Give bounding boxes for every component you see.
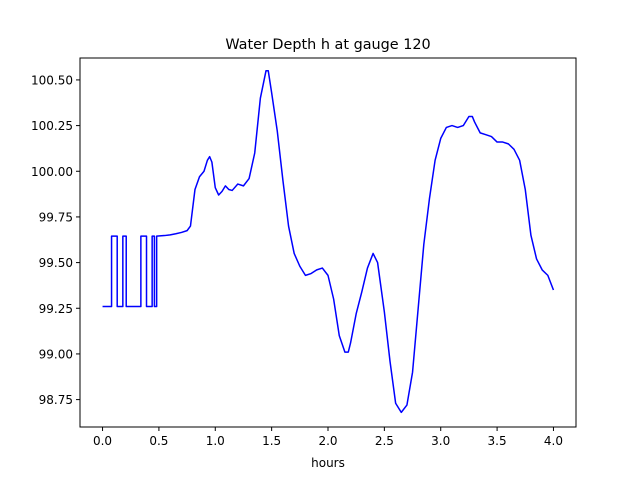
x-tick-label: 2.5 [375,434,394,448]
x-tick-label: 1.5 [262,434,281,448]
x-tick-label: 1.0 [206,434,225,448]
y-tick-label: 100.25 [31,119,73,133]
x-tick-label: 0.0 [93,434,112,448]
y-tick-label: 99.00 [39,347,73,361]
x-axis-title: hours [311,456,345,470]
chart-title: Water Depth h at gauge 120 [225,37,430,53]
y-tick-label: 99.50 [39,256,73,270]
y-tick-label: 99.25 [39,302,73,316]
x-tick-label: 2.0 [318,434,337,448]
y-tick-label: 98.75 [39,393,73,407]
x-tick-label: 0.5 [149,434,168,448]
series-line [102,70,555,414]
x-axis: 0.0 0.5 1.0 1.5 2.0 2.5 3.0 3.5 4.0 [93,427,563,448]
y-tick-label: 100.50 [31,73,73,87]
y-tick-label: 99.75 [39,210,73,224]
y-tick-label: 100.00 [31,165,73,179]
x-tick-label: 4.0 [544,434,563,448]
plot-area [102,70,555,414]
plot-frame [79,57,577,428]
x-tick-label: 3.0 [431,434,450,448]
y-axis: 98.75 99.00 99.25 99.50 99.75 100.00 100.25 100… [31,73,80,407]
x-tick-label: 3.5 [488,434,507,448]
